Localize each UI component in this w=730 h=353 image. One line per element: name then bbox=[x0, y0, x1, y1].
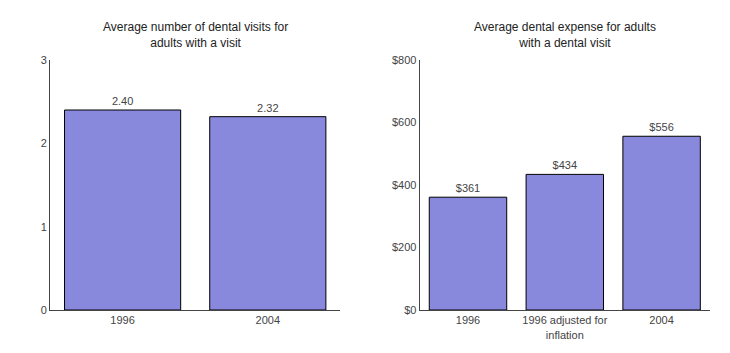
svg-text:$800: $800 bbox=[392, 54, 416, 66]
svg-text:$600: $600 bbox=[392, 116, 416, 128]
svg-text:2.32: 2.32 bbox=[257, 102, 278, 114]
svg-text:$361: $361 bbox=[456, 182, 480, 194]
svg-text:2004: 2004 bbox=[649, 314, 673, 326]
svg-text:3: 3 bbox=[41, 54, 47, 66]
svg-text:$434: $434 bbox=[553, 159, 577, 171]
svg-text:$400: $400 bbox=[392, 179, 416, 191]
svg-text:1996: 1996 bbox=[110, 314, 134, 326]
svg-text:2.40: 2.40 bbox=[112, 95, 133, 107]
svg-text:1996 adjusted forinflation: 1996 adjusted forinflation bbox=[522, 314, 607, 340]
svg-text:2004: 2004 bbox=[256, 314, 280, 326]
svg-text:Average number of dental visit: Average number of dental visits foradult… bbox=[103, 20, 288, 50]
svg-text:$200: $200 bbox=[392, 241, 416, 253]
svg-text:Average dental expense for adu: Average dental expense for adultswith a … bbox=[474, 20, 656, 50]
svg-text:2: 2 bbox=[41, 137, 47, 149]
svg-text:$556: $556 bbox=[649, 121, 673, 133]
svg-text:0: 0 bbox=[41, 304, 47, 316]
svg-text:1996: 1996 bbox=[456, 314, 480, 326]
svg-text:$0: $0 bbox=[404, 304, 416, 316]
svg-text:1: 1 bbox=[41, 221, 47, 233]
